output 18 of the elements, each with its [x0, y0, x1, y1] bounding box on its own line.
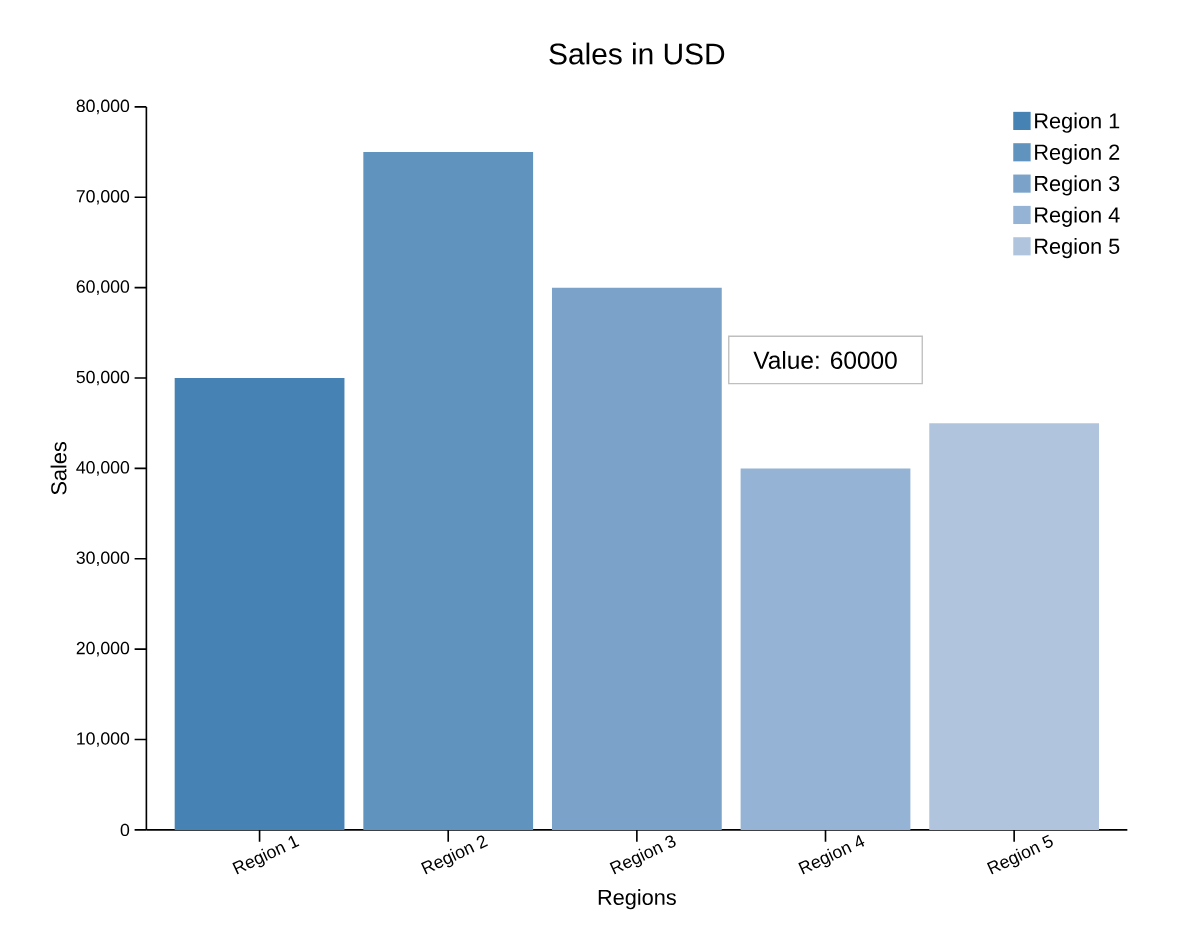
y-tick-label: 0 — [120, 823, 130, 837]
legend-label: Region 1 — [1035, 112, 1120, 134]
chart-title: Sales in USD — [549, 42, 725, 65]
y-tick-label: 30,000 — [76, 551, 130, 567]
y-tick-label: 60,000 — [76, 280, 130, 296]
y-tick-label: 40,000 — [76, 461, 130, 476]
y-tick-label: 10,000 — [77, 732, 130, 747]
legend-label: Region 5 — [1035, 238, 1120, 259]
x-axis-title: Regions — [598, 889, 676, 910]
annotation: Value: 60000 — [753, 351, 897, 370]
legend-label: Region 2 — [1035, 144, 1120, 165]
legend-label: Region 4 — [1035, 206, 1120, 228]
y-axis-title: Sales — [50, 442, 67, 495]
y-tick-label: 80,000 — [76, 99, 130, 115]
y-tick-label: 70,000 — [76, 190, 130, 205]
y-tick-label: 50,000 — [76, 370, 130, 386]
y-tick-label: 20,000 — [76, 642, 130, 657]
legend-label: Region 3 — [1035, 175, 1120, 196]
